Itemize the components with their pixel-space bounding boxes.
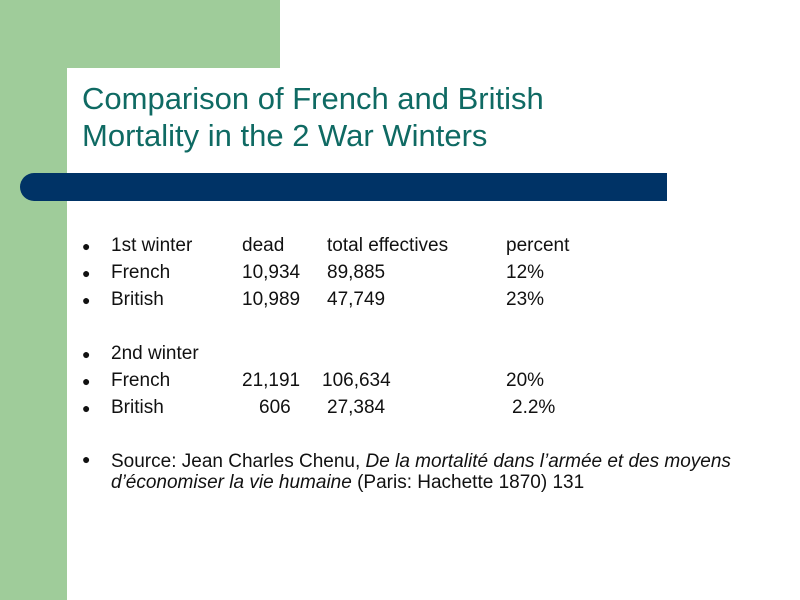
row-label: British bbox=[111, 397, 164, 418]
percent-value: 12% bbox=[506, 262, 545, 283]
percent-value: 2.2% bbox=[512, 397, 556, 418]
row-label: French bbox=[111, 262, 171, 283]
title-underline-bar bbox=[20, 173, 667, 201]
source-text: Source: Jean Charles Chenu, De la mortal… bbox=[111, 451, 731, 493]
slide-title-line-1: Comparison of French and British bbox=[82, 81, 544, 116]
row-label: British bbox=[111, 289, 164, 310]
dead-value: 10,934 bbox=[242, 262, 301, 283]
row-label: French bbox=[111, 370, 171, 391]
total-effectives-value: 47,749 bbox=[327, 289, 386, 310]
row-label: 1st winter bbox=[111, 235, 193, 256]
dead-value: 606 bbox=[259, 397, 291, 418]
bullet-icon: ● bbox=[82, 451, 91, 467]
source-suffix: (Paris: Hachette 1870) 131 bbox=[351, 472, 585, 493]
total-effectives-value: 27,384 bbox=[327, 397, 386, 418]
total-effectives-value: 106,634 bbox=[322, 370, 391, 391]
bullet-icon: ● bbox=[82, 373, 91, 389]
slide-title: Comparison of French and British Mortali… bbox=[82, 80, 762, 154]
bullet-icon: ● bbox=[82, 238, 91, 254]
bullet-icon: ● bbox=[82, 400, 91, 416]
bullet-icon: ● bbox=[82, 265, 91, 281]
row-label: 2nd winter bbox=[111, 343, 199, 364]
bullet-icon: ● bbox=[82, 346, 91, 362]
column-total-effectives: total effectives bbox=[327, 235, 449, 256]
percent-value: 23% bbox=[506, 289, 545, 310]
source-book-title: De la mortalité dans l’armée et des moye… bbox=[111, 451, 731, 493]
left-green-strip bbox=[0, 0, 67, 600]
source-prefix: Source: Jean Charles Chenu, bbox=[111, 451, 366, 472]
dead-value: 10,989 bbox=[242, 289, 301, 310]
top-green-block bbox=[0, 0, 280, 68]
percent-value: 20% bbox=[506, 370, 545, 391]
column-dead: dead bbox=[242, 235, 285, 256]
slide-title-line-2: Mortality in the 2 War Winters bbox=[82, 118, 488, 153]
column-percent: percent bbox=[506, 235, 570, 256]
total-effectives-value: 89,885 bbox=[327, 262, 386, 283]
content-panel bbox=[67, 68, 800, 600]
bullet-icon: ● bbox=[82, 292, 91, 308]
dead-value: 21,191 bbox=[242, 370, 301, 391]
